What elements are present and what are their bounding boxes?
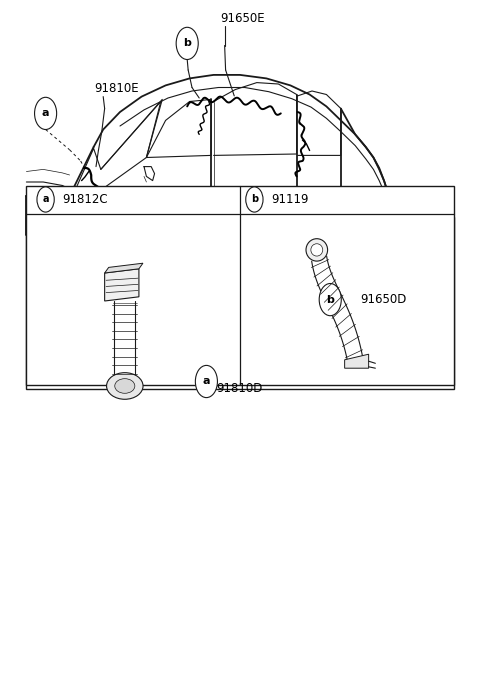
Ellipse shape — [107, 372, 143, 399]
Text: a: a — [42, 108, 49, 118]
Text: 91650D: 91650D — [360, 293, 407, 306]
Text: 91810E: 91810E — [94, 82, 139, 95]
Text: 91650E: 91650E — [220, 12, 264, 25]
Text: 91810D: 91810D — [216, 382, 263, 396]
Circle shape — [195, 365, 217, 398]
Circle shape — [176, 27, 198, 60]
Polygon shape — [105, 263, 143, 273]
Ellipse shape — [306, 239, 327, 261]
Text: a: a — [203, 377, 210, 386]
Circle shape — [37, 187, 54, 212]
Circle shape — [246, 187, 263, 212]
Text: 91119: 91119 — [271, 193, 309, 206]
Polygon shape — [105, 269, 139, 301]
Text: a: a — [42, 195, 49, 204]
Circle shape — [319, 284, 341, 316]
Text: b: b — [183, 38, 191, 48]
Text: b: b — [326, 295, 334, 304]
Bar — [26, 217, 454, 388]
Bar — [26, 186, 454, 385]
Ellipse shape — [115, 379, 135, 393]
Text: 91812C: 91812C — [62, 193, 108, 206]
Circle shape — [35, 97, 57, 130]
Ellipse shape — [311, 244, 323, 256]
Polygon shape — [345, 354, 369, 368]
Text: b: b — [251, 195, 258, 204]
